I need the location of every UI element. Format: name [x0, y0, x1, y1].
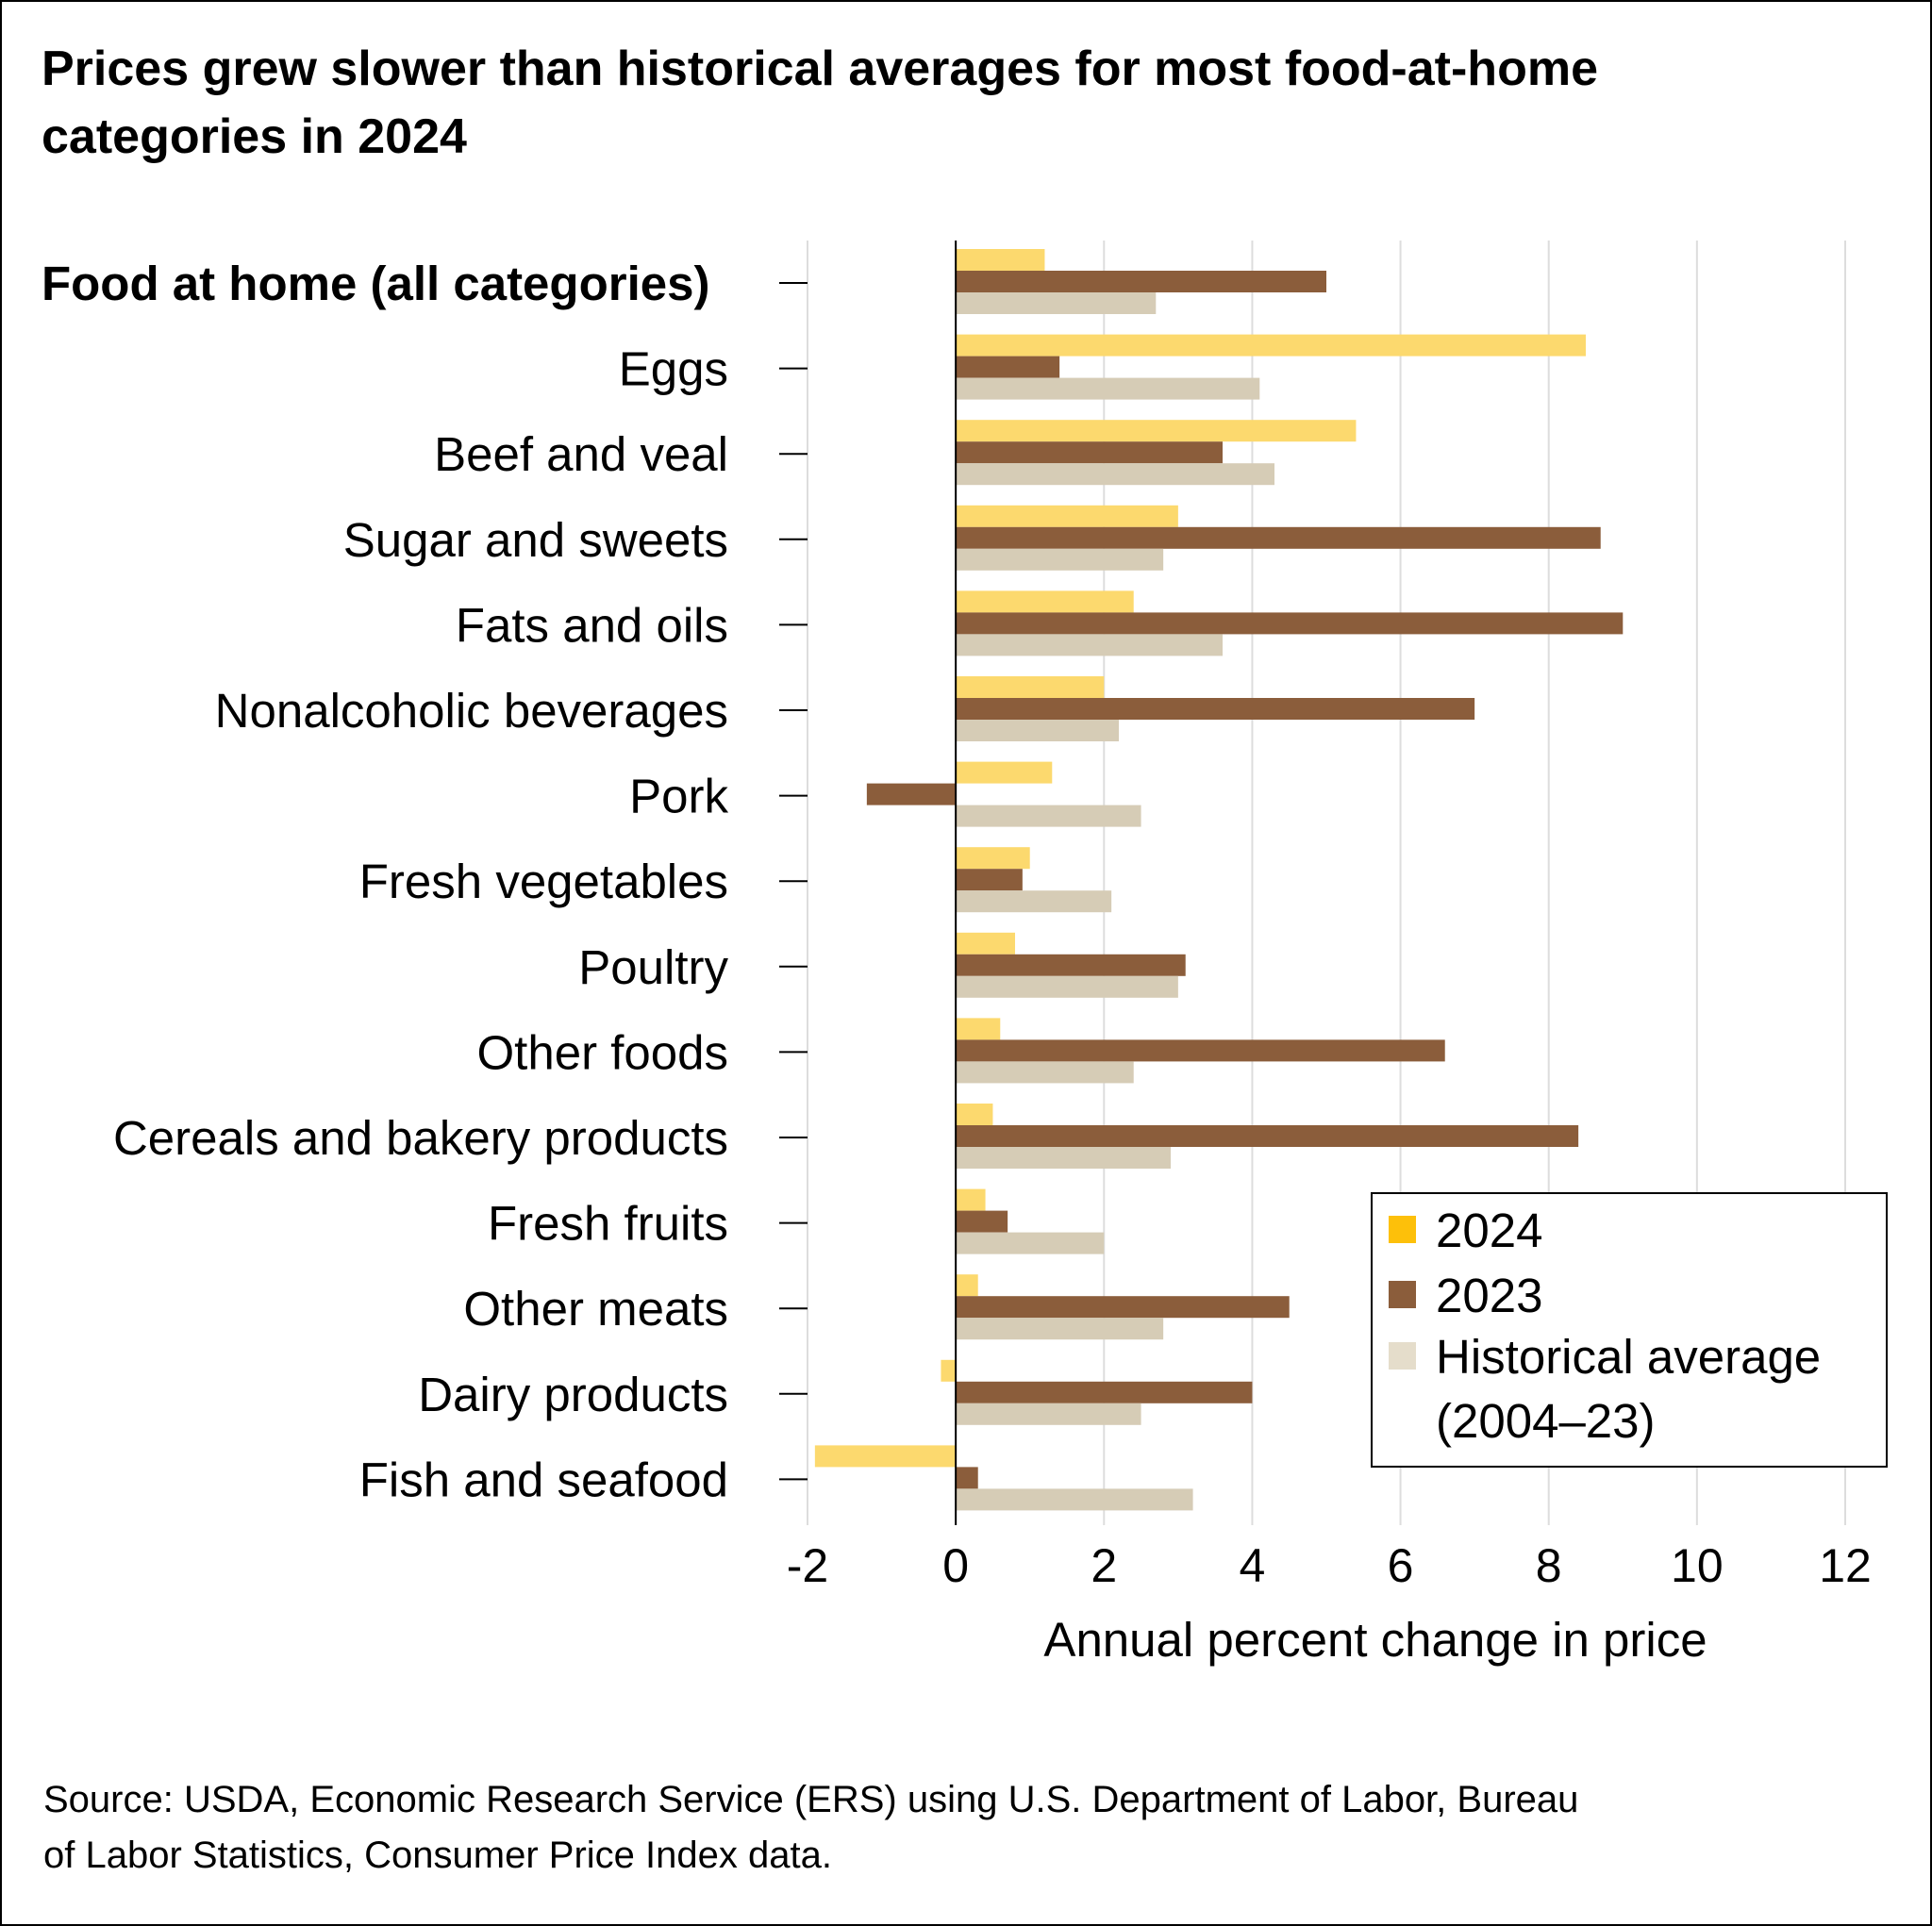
- x-tick-label: 4: [1240, 1539, 1266, 1592]
- bar-2024: [956, 590, 1134, 613]
- bar-2023: [956, 441, 1223, 464]
- x-tick-label: 12: [1819, 1539, 1872, 1592]
- bar-historical: [956, 720, 1119, 741]
- category-label: Eggs: [619, 342, 728, 396]
- category-label: Beef and veal: [434, 427, 728, 481]
- bar-2023: [956, 698, 1475, 720]
- bar-historical: [956, 890, 1112, 913]
- bar-historical: [956, 1061, 1134, 1084]
- bar-2024: [956, 420, 1357, 442]
- bar-2023: [956, 1125, 1579, 1147]
- bar-2023: [956, 1210, 1008, 1233]
- x-tick-labels: -2 0 2 4 6 8 10 12: [787, 1539, 1872, 1592]
- x-tick-label: 8: [1536, 1539, 1562, 1592]
- legend-swatch-2023: [1389, 1281, 1416, 1308]
- source-note-line-2: of Labor Statistics, Consumer Price Inde…: [43, 1835, 832, 1876]
- bar-historical: [956, 975, 1178, 998]
- legend-swatch-historical: [1389, 1342, 1416, 1370]
- chart-title-line-1: Prices grew slower than historical avera…: [42, 42, 1598, 96]
- bar-2024: [956, 676, 1105, 698]
- bar-2024: [956, 334, 1586, 357]
- bar-historical: [956, 1147, 1171, 1169]
- x-tick-label: 2: [1091, 1539, 1117, 1592]
- category-label: Food at home (all categories): [42, 257, 709, 310]
- legend-swatch-2024: [1389, 1216, 1416, 1243]
- bar-2023: [956, 526, 1601, 549]
- bars: [814, 249, 1624, 1511]
- bar-2024: [956, 249, 1045, 271]
- bar-2023: [956, 954, 1186, 976]
- bar-2024: [956, 761, 1053, 784]
- category-label: Dairy products: [418, 1368, 728, 1421]
- bar-historical: [956, 634, 1223, 656]
- category-label: Fish and seafood: [359, 1453, 728, 1506]
- bar-2023: [956, 1381, 1253, 1403]
- category-label: Cereals and bakery products: [113, 1111, 728, 1165]
- category-label: Other meats: [463, 1282, 728, 1336]
- bar-2024: [956, 1104, 993, 1125]
- bar-2024: [814, 1445, 957, 1468]
- bar-historical: [956, 377, 1260, 400]
- bar-2024: [956, 1188, 986, 1211]
- category-labels: Food at home (all categories) Eggs Beef an…: [42, 257, 728, 1506]
- category-label: Nonalcoholic beverages: [215, 684, 728, 738]
- legend: 2024 2023 Historical average (2004–23): [1371, 1192, 1888, 1468]
- source-note-line-1: Source: USDA, Economic Research Service …: [43, 1779, 1578, 1820]
- bar-2023: [956, 869, 1023, 891]
- legend-label-2023: 2023: [1436, 1269, 1542, 1322]
- bar-historical: [956, 463, 1274, 486]
- bar-2023: [956, 1467, 978, 1489]
- bar-2024: [956, 505, 1178, 527]
- x-axis-title: Annual percent change in price: [1043, 1613, 1707, 1667]
- category-label: Fats and oils: [456, 598, 728, 652]
- bar-historical: [956, 1232, 1105, 1254]
- category-label: Fresh vegetables: [359, 855, 728, 908]
- bar-2024: [956, 1274, 978, 1297]
- bar-2024: [956, 932, 1015, 955]
- x-tick-label: 6: [1388, 1539, 1414, 1592]
- bar-2023: [866, 783, 957, 805]
- bar-historical: [956, 548, 1164, 571]
- x-tick-label: 0: [942, 1539, 969, 1592]
- category-label: Poultry: [578, 940, 728, 994]
- bar-historical: [956, 805, 1141, 827]
- bar-historical: [956, 1488, 1193, 1511]
- bar-historical: [956, 292, 1157, 314]
- category-label: Fresh fruits: [488, 1197, 728, 1251]
- bar-2023: [956, 1296, 1290, 1319]
- bar-historical: [956, 1403, 1141, 1425]
- legend-label-historical: Historical average: [1436, 1330, 1821, 1384]
- category-label: Other foods: [477, 1025, 728, 1079]
- axes: [779, 241, 958, 1525]
- bar-2023: [956, 271, 1326, 292]
- bar-2024: [956, 847, 1030, 870]
- x-tick-label: -2: [787, 1539, 828, 1592]
- bar-2024: [941, 1359, 957, 1382]
- bar-2023: [956, 1039, 1445, 1062]
- x-tick-label: 10: [1671, 1539, 1724, 1592]
- legend-label-2024: 2024: [1436, 1204, 1542, 1257]
- category-label: Sugar and sweets: [343, 513, 728, 567]
- bar-2023: [956, 356, 1060, 378]
- legend-label-historical-period: (2004–23): [1436, 1394, 1656, 1448]
- bar-historical: [956, 1318, 1164, 1340]
- chart-title-line-2: categories in 2024: [42, 109, 467, 164]
- legend-box: [1371, 1192, 1888, 1468]
- bar-2023: [956, 612, 1624, 635]
- bar-2024: [956, 1018, 1001, 1040]
- category-label: Pork: [629, 770, 728, 823]
